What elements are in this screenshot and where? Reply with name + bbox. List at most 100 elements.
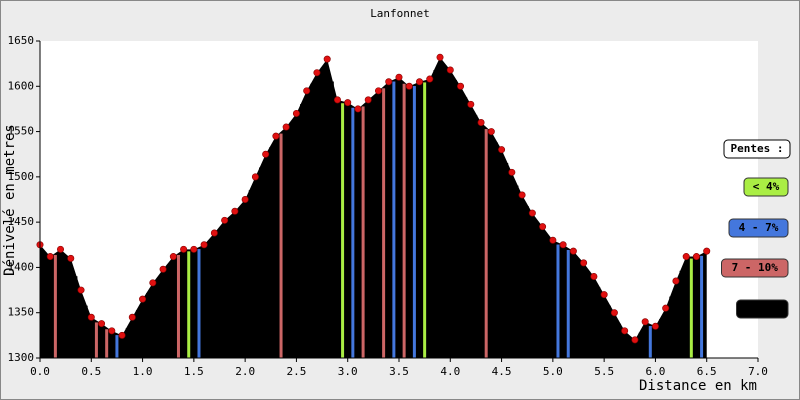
legend-title: Pentes : [731, 142, 784, 155]
slope-stripe [648, 326, 652, 358]
slope-stripe [628, 337, 632, 358]
point [251, 173, 259, 181]
x-tick-label: 6.0 [645, 365, 665, 378]
point [46, 253, 54, 261]
point [651, 322, 659, 330]
legend-label: 7 - 10% [732, 261, 779, 274]
y-tick-label: 1400 [8, 260, 35, 273]
point [610, 309, 618, 317]
point [313, 69, 321, 77]
point [169, 253, 177, 261]
x-tick-label: 2.5 [286, 365, 306, 378]
point [210, 229, 218, 237]
point [395, 73, 403, 81]
slope-stripe [187, 251, 191, 358]
slope-stripe [618, 323, 622, 358]
point [221, 216, 229, 224]
slope-stripe [64, 255, 68, 358]
point [487, 128, 495, 136]
slope-stripe [515, 185, 519, 358]
point [682, 253, 690, 261]
x-tick-label: 5.5 [594, 365, 614, 378]
point [508, 168, 516, 176]
point [303, 87, 311, 95]
slope-stripe [310, 83, 314, 358]
slope-stripe [228, 217, 232, 358]
slope-stripe [105, 329, 109, 358]
slope-stripe [392, 81, 396, 358]
x-tick-label: 4.0 [440, 365, 460, 378]
x-tick-label: 0.0 [30, 365, 50, 378]
point [405, 82, 413, 90]
legend-label: < 4% [753, 180, 780, 193]
point [385, 78, 393, 86]
y-tick-label: 1450 [8, 215, 35, 228]
point [436, 53, 444, 61]
point [416, 78, 424, 86]
x-tick-label: 4.5 [492, 365, 512, 378]
point [446, 66, 454, 74]
slope-stripe [248, 190, 252, 358]
legend-label: 4 - 7% [739, 221, 779, 234]
x-tick-label: 3.0 [338, 365, 358, 378]
x-tick-label: 0.5 [81, 365, 101, 378]
point [457, 82, 465, 90]
point [518, 191, 526, 199]
slope-stripe [484, 129, 488, 358]
point [549, 236, 557, 244]
slope-stripe [689, 258, 693, 358]
slope-stripe [197, 249, 201, 358]
point [292, 109, 300, 117]
point [77, 286, 85, 294]
point [282, 123, 290, 131]
x-tick-label: 3.5 [389, 365, 409, 378]
point [180, 245, 188, 253]
slope-stripe [607, 305, 611, 358]
point [703, 247, 711, 255]
point [672, 277, 680, 285]
x-tick-label: 7.0 [748, 365, 768, 378]
slope-stripe [218, 228, 221, 358]
slope-stripe [412, 86, 416, 359]
legend-swatch [736, 299, 789, 319]
slope-stripe [43, 252, 47, 358]
y-tick-label: 1300 [8, 351, 35, 364]
point [600, 291, 608, 299]
y-tick-label: 1550 [8, 125, 35, 138]
slope-stripe [269, 147, 273, 358]
slope-stripe [638, 332, 642, 358]
slope-stripe [53, 254, 57, 358]
slope-stripe [207, 240, 211, 358]
slope-stripe [556, 244, 560, 358]
point [477, 119, 485, 127]
slope-stripe [443, 65, 447, 359]
legend-title-box [723, 139, 791, 159]
point [159, 265, 167, 273]
point [333, 96, 341, 104]
point [621, 327, 629, 335]
x-tick-label: 6.5 [697, 365, 717, 378]
point [641, 318, 649, 326]
slope-stripe [74, 276, 78, 358]
point [57, 245, 65, 253]
slope-stripe [94, 322, 98, 358]
slope-stripe [156, 278, 160, 358]
slope-stripe [700, 255, 704, 358]
slope-stripe [494, 142, 498, 358]
slope-stripe [361, 106, 365, 359]
slope-stripe [453, 80, 457, 359]
x-tick-label: 5.0 [543, 365, 563, 378]
slope-stripe [135, 310, 139, 358]
x-tick-label: 2.0 [235, 365, 255, 378]
slope-stripe [597, 287, 601, 358]
point [118, 331, 126, 339]
slope-stripe [341, 103, 345, 358]
point [426, 75, 434, 83]
point [354, 105, 362, 113]
point [498, 146, 506, 154]
legend-swatch [743, 177, 789, 197]
slope-stripe [371, 97, 375, 358]
point [364, 96, 372, 104]
slope-stripe [433, 70, 437, 359]
